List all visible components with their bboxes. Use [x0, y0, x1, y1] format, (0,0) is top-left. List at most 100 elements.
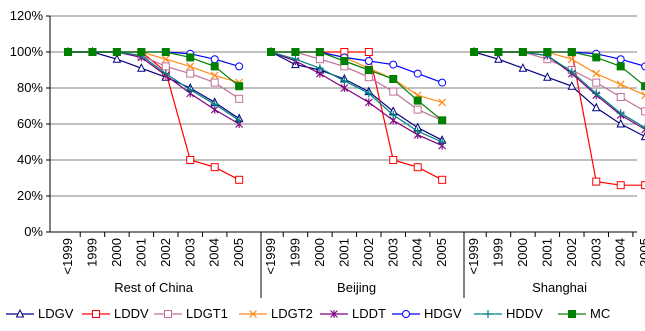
x-tick-label: 2002	[361, 238, 376, 267]
marker-square	[414, 106, 421, 113]
legend-item-lddt: LDDT	[320, 306, 386, 321]
series-line	[68, 52, 239, 180]
marker-square-filled	[519, 49, 526, 56]
marker-square-filled	[642, 83, 645, 90]
group-label: Rest of China	[114, 280, 194, 295]
marker-square-filled	[390, 76, 397, 83]
marker-square	[365, 49, 372, 56]
marker-x	[593, 70, 600, 77]
marker-circle	[414, 70, 421, 77]
marker-square-filled	[617, 63, 624, 70]
x-tick-label: 2001	[336, 238, 351, 267]
marker-square	[236, 176, 243, 183]
marker-square-filled	[341, 58, 348, 65]
marker-square	[617, 182, 624, 189]
marker-circle	[365, 58, 372, 65]
marker-square-filled	[316, 49, 323, 56]
x-tick-label: 2004	[410, 238, 425, 267]
x-tick-label: 2000	[515, 238, 530, 267]
x-tick-label: 1999	[84, 238, 99, 267]
y-tick-label: 20%	[17, 188, 43, 203]
marker-square-filled	[292, 49, 299, 56]
x-tick-label: 1999	[490, 238, 505, 267]
marker-star	[365, 98, 372, 106]
marker-square	[211, 79, 218, 86]
x-tick-label: 2001	[539, 238, 554, 267]
marker-square	[187, 157, 194, 164]
x-tick-label: 2002	[158, 238, 173, 267]
legend-label: LDGT2	[271, 306, 313, 321]
marker-square-filled	[495, 49, 502, 56]
marker-x	[187, 63, 194, 70]
group-rest-of-china	[64, 48, 243, 183]
series-lines	[64, 48, 645, 189]
marker-square	[236, 95, 243, 102]
marker-square	[642, 182, 645, 189]
marker-square-filled	[593, 54, 600, 61]
x-tick-label: 2005	[434, 238, 449, 267]
marker-circle	[211, 56, 218, 63]
marker-square	[617, 94, 624, 101]
marker-square	[93, 311, 100, 318]
marker-x	[211, 72, 218, 79]
marker-circle	[642, 63, 645, 70]
series-lddv	[268, 49, 446, 184]
y-tick-label: 100%	[10, 44, 44, 59]
y-tick-label: 80%	[17, 80, 43, 95]
marker-square	[365, 74, 372, 81]
legend-label: MC	[590, 306, 610, 321]
marker-square	[642, 108, 645, 115]
marker-square-filled	[187, 54, 194, 61]
group-label: Beijing	[337, 280, 376, 295]
x-tick-label: 2002	[564, 238, 579, 267]
legend-item-ldgt2: LDGT2	[239, 306, 313, 321]
marker-circle	[439, 79, 446, 86]
marker-plus	[235, 116, 243, 124]
x-tick-label: 2003	[588, 238, 603, 267]
x-tick-label: 2003	[385, 238, 400, 267]
legend-item-ldgt1: LDGT1	[154, 306, 228, 321]
marker-square	[316, 56, 323, 63]
y-tick-label: 120%	[10, 8, 44, 23]
marker-square-filled	[268, 49, 275, 56]
legend-item-mc: MC	[558, 306, 610, 321]
marker-square-filled	[414, 97, 421, 104]
x-tick-label: 2005	[231, 238, 246, 267]
marker-square	[593, 178, 600, 185]
marker-square	[593, 79, 600, 86]
marker-square-filled	[65, 49, 72, 56]
x-tick-label: <1999	[466, 238, 481, 275]
marker-triangle	[642, 133, 645, 140]
group-label: Shanghai	[532, 280, 587, 295]
marker-x	[162, 56, 169, 63]
legend-label: HDGV	[424, 306, 462, 321]
x-tick-label: <1999	[60, 238, 75, 275]
marker-x	[617, 81, 624, 88]
marker-square-filled	[568, 49, 575, 56]
marker-square-filled	[162, 49, 169, 56]
marker-circle	[236, 63, 243, 70]
y-tick-label: 60%	[17, 116, 43, 131]
marker-square-filled	[236, 83, 243, 90]
legend-label: LDDT	[352, 306, 386, 321]
marker-square	[390, 157, 397, 164]
marker-square	[414, 164, 421, 171]
legend-label: HDDV	[506, 306, 543, 321]
marker-square-filled	[365, 67, 372, 74]
legend-item-hdgv: HDGV	[392, 306, 462, 321]
marker-square-filled	[138, 49, 145, 56]
legend-item-hddv: HDDV	[474, 306, 543, 321]
marker-square	[162, 63, 169, 70]
marker-circle	[617, 56, 624, 63]
marker-x	[568, 56, 575, 63]
marker-square	[211, 164, 218, 171]
marker-square-filled	[113, 49, 120, 56]
marker-x	[642, 92, 645, 99]
x-tick-label: 2004	[207, 238, 222, 267]
marker-plus	[484, 310, 492, 318]
legend-label: LDGV	[38, 306, 74, 321]
marker-square	[439, 176, 446, 183]
